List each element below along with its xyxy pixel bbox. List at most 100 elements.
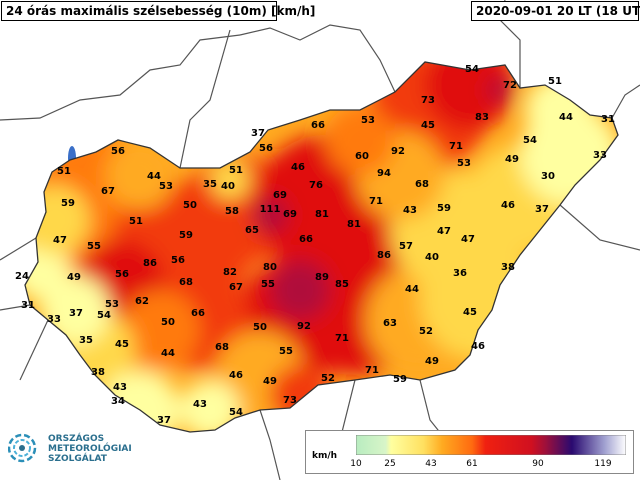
station-value: 72 (503, 80, 517, 91)
station-value: 44 (405, 284, 419, 295)
station-value: 67 (101, 186, 115, 197)
station-value: 51 (57, 166, 71, 177)
logo-line-2: METEOROLÓGIAI (48, 444, 132, 454)
station-value: 51 (229, 165, 243, 176)
legend-tick: 119 (594, 459, 612, 469)
station-value: 60 (355, 151, 369, 162)
wind-region (488, 78, 512, 102)
station-value: 52 (321, 373, 335, 384)
station-value: 24 (15, 271, 29, 282)
station-value: 44 (559, 112, 573, 123)
station-value: 76 (309, 180, 323, 191)
hungary-outline (24, 61, 619, 433)
station-value: 59 (179, 230, 193, 241)
station-value: 89 (315, 272, 329, 283)
station-value: 31 (601, 114, 615, 125)
station-value: 54 (229, 407, 243, 418)
station-value: 36 (453, 268, 467, 279)
station-value: 34 (111, 396, 125, 407)
wind-region (210, 160, 250, 200)
station-value: 33 (47, 314, 61, 325)
station-value: 33 (593, 150, 607, 161)
station-value: 71 (365, 365, 379, 376)
station-value: 69 (283, 209, 297, 220)
omsz-logo: ORSZÁGOS METEOROLÓGIAI SZOLGÁLAT (8, 428, 158, 476)
station-value: 51 (548, 76, 562, 87)
station-value: 46 (291, 162, 305, 173)
station-value: 50 (253, 322, 267, 333)
station-value: 66 (311, 120, 325, 131)
station-value: 49 (505, 154, 519, 165)
station-value: 37 (69, 308, 83, 319)
station-value: 44 (161, 348, 175, 359)
station-value: 35 (79, 335, 93, 346)
station-value: 59 (61, 198, 75, 209)
station-value: 43 (113, 382, 127, 393)
wind-region (270, 260, 330, 320)
station-value: 111 (259, 204, 281, 215)
legend-tick: 90 (532, 459, 544, 469)
station-value: 43 (193, 399, 207, 410)
station-value: 85 (335, 279, 349, 290)
station-value: 47 (437, 226, 451, 237)
station-value: 55 (261, 279, 275, 290)
station-value: 56 (115, 269, 129, 280)
legend-tick: 25 (384, 459, 396, 469)
station-value: 40 (221, 181, 235, 192)
station-value: 53 (159, 181, 173, 192)
station-value: 46 (471, 341, 485, 352)
station-value: 71 (369, 196, 383, 207)
station-value: 65 (245, 225, 259, 236)
station-value: 59 (437, 203, 451, 214)
map-title: 24 órás maximális szélsebesség (10m) [km… (1, 1, 315, 21)
station-value: 38 (501, 262, 515, 273)
station-value: 66 (299, 234, 313, 245)
station-value: 54 (523, 135, 537, 146)
station-value: 54 (465, 64, 479, 75)
station-value: 58 (225, 206, 239, 217)
station-value: 46 (229, 370, 243, 381)
logo-line-1: ORSZÁGOS (48, 434, 105, 444)
station-value: 86 (143, 258, 157, 269)
station-value: 54 (97, 310, 111, 321)
legend-colorbar (356, 435, 626, 455)
legend-tick: 43 (425, 459, 437, 469)
station-value: 68 (179, 277, 193, 288)
station-value: 71 (449, 141, 463, 152)
wind-region (325, 105, 395, 175)
station-value: 59 (393, 374, 407, 385)
station-value: 53 (105, 299, 119, 310)
station-value: 63 (383, 318, 397, 329)
station-value: 62 (135, 296, 149, 307)
station-value: 49 (425, 356, 439, 367)
color-legend: km/h 10 25 43 61 90 (305, 430, 634, 474)
station-value: 67 (229, 282, 243, 293)
wind-region (105, 140, 175, 210)
wind-region (252, 197, 288, 233)
station-value: 56 (259, 143, 273, 154)
station-value: 50 (183, 200, 197, 211)
station-value: 37 (157, 415, 171, 426)
map-timestamp: 2020-09-01 20 LT (18 UTC) (471, 1, 640, 21)
station-value: 80 (263, 262, 277, 273)
station-value: 55 (279, 346, 293, 357)
station-value: 69 (273, 190, 287, 201)
station-value: 81 (315, 209, 329, 220)
station-value: 92 (297, 321, 311, 332)
station-value: 86 (377, 250, 391, 261)
station-value: 43 (403, 205, 417, 216)
station-value: 50 (161, 317, 175, 328)
legend-unit: km/h (312, 451, 338, 461)
station-value: 44 (147, 171, 161, 182)
station-value: 46 (501, 200, 515, 211)
station-value: 92 (391, 146, 405, 157)
station-value: 82 (223, 267, 237, 278)
legend-tick: 61 (466, 459, 478, 469)
station-value: 45 (421, 120, 435, 131)
station-value: 68 (215, 342, 229, 353)
station-value: 53 (457, 158, 471, 169)
station-value: 37 (535, 204, 549, 215)
